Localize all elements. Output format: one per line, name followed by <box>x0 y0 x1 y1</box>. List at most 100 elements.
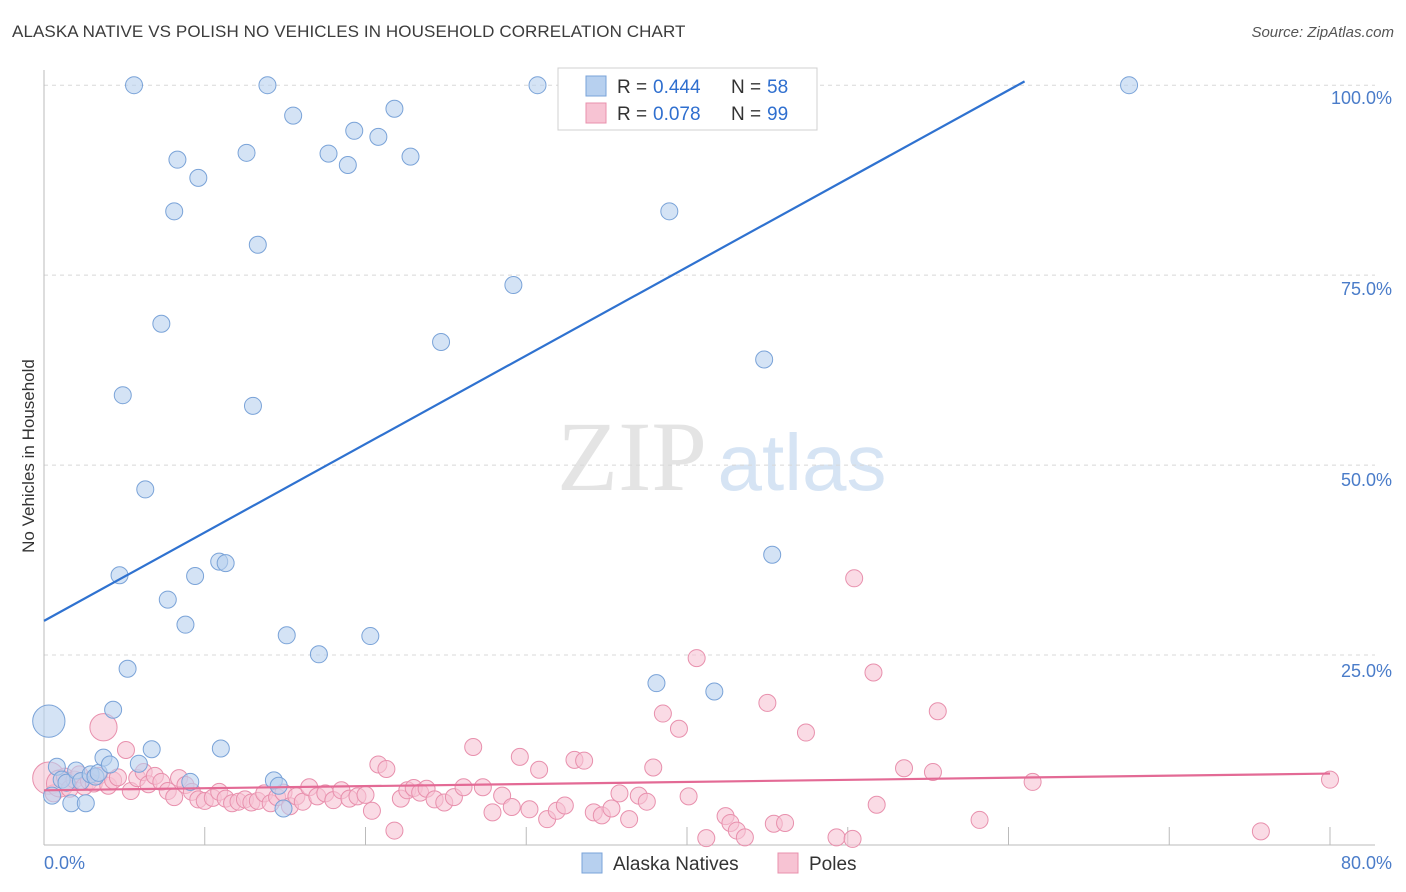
poles-point-85 <box>644 758 663 777</box>
alaska-natives-point-20 <box>136 480 155 499</box>
alaska-natives-point-27 <box>181 772 200 791</box>
alaska-natives-point-21 <box>142 740 161 759</box>
alaska-natives-point-49 <box>401 147 420 166</box>
alaska-natives-point-16 <box>113 386 132 405</box>
alaska-natives-point-34 <box>243 396 262 415</box>
poles-point-66 <box>473 778 492 797</box>
source-credit: Source: ZipAtlas.com <box>1251 24 1394 41</box>
alaska-natives-trend-line <box>43 80 1026 622</box>
poles-point-55 <box>385 821 404 840</box>
poles-points <box>32 569 1339 848</box>
alaska-natives-point-48 <box>385 99 404 118</box>
alaska-natives-point-54 <box>647 674 666 693</box>
watermark-atlas: atlas <box>718 418 887 507</box>
alaska-natives-point-40 <box>277 626 296 645</box>
y-tick-label-75: 75.0% <box>1341 279 1392 299</box>
poles-point-110 <box>1321 770 1339 789</box>
alaska-natives-point-0 <box>32 704 66 738</box>
alaska-natives-point-45 <box>345 121 364 140</box>
alaska-natives-point-52 <box>528 76 547 95</box>
legend-r-value-2: 0.078 <box>653 104 701 125</box>
poles-point-94 <box>735 828 754 847</box>
series-legend: Alaska Natives Poles <box>581 852 857 875</box>
alaska-natives-point-36 <box>258 76 277 95</box>
legend-n-label-2: N = <box>731 104 761 125</box>
poles-point-87 <box>669 719 688 738</box>
alaska-natives-point-19 <box>129 754 148 773</box>
poles-point-88 <box>679 787 698 806</box>
y-axis-title: No Vehicles in Household <box>19 359 38 553</box>
legend-n-value-1: 58 <box>767 77 788 98</box>
legend-r-value-1: 0.444 <box>653 77 701 98</box>
y-tick-labels: 25.0% 50.0% 75.0% 100.0% <box>1331 88 1392 681</box>
y-tick-label-25: 25.0% <box>1341 661 1392 681</box>
alaska-natives-point-29 <box>189 168 208 187</box>
alaska-natives-point-46 <box>361 627 380 646</box>
alaska-natives-points <box>32 76 1139 818</box>
poles-point-65 <box>464 737 483 756</box>
watermark-zip: ZIP <box>557 401 707 512</box>
y-tick-label-50: 50.0% <box>1341 470 1392 490</box>
poles-point-107 <box>970 810 989 829</box>
poles-point-86 <box>653 704 672 723</box>
poles-trend-line <box>43 772 1331 792</box>
y-tick-label-100: 100.0% <box>1331 88 1392 108</box>
series-legend-label-alaska: Alaska Natives <box>613 854 739 875</box>
poles-point-102 <box>864 663 883 682</box>
poles-point-105 <box>923 763 942 782</box>
alaska-natives-point-14 <box>104 700 123 719</box>
poles-point-70 <box>510 747 529 766</box>
alaska-natives-point-41 <box>284 106 303 125</box>
poles-point-81 <box>610 784 629 803</box>
poles-point-104 <box>895 759 914 778</box>
series-legend-swatch-poles <box>777 852 799 874</box>
correlation-legend: R = 0.444 N = 58 R = 0.078 N = 99 <box>557 67 818 131</box>
legend-n-value-2: 99 <box>767 104 788 125</box>
alaska-natives-point-35 <box>248 235 267 254</box>
poles-point-67 <box>483 803 502 822</box>
poles-point-11 <box>89 713 118 742</box>
alaska-natives-point-39 <box>274 799 293 818</box>
alaska-natives-point-57 <box>755 350 774 369</box>
poles-point-75 <box>555 796 574 815</box>
poles-point-108 <box>1023 772 1042 791</box>
poles-point-109 <box>1251 822 1270 841</box>
poles-point-69 <box>502 798 521 817</box>
poles-point-77 <box>575 751 594 770</box>
poles-point-100 <box>843 829 862 848</box>
alaska-natives-point-17 <box>118 659 137 678</box>
legend-swatch-blue <box>585 75 607 97</box>
alaska-natives-point-43 <box>319 144 338 163</box>
alaska-natives-point-55 <box>660 202 679 221</box>
alaska-natives-point-18 <box>125 76 144 95</box>
alaska-natives-point-33 <box>237 143 256 162</box>
legend-n-label-1: N = <box>731 77 761 98</box>
poles-point-72 <box>530 760 549 779</box>
alaska-natives-point-25 <box>168 150 187 169</box>
poles-point-80 <box>602 799 621 818</box>
alaska-natives-point-59 <box>1120 76 1139 95</box>
series-legend-swatch-alaska <box>581 852 603 874</box>
poles-point-97 <box>776 813 795 832</box>
alaska-natives-point-13 <box>100 755 119 774</box>
alaska-natives-point-58 <box>763 545 782 564</box>
poles-point-82 <box>620 810 639 829</box>
alaska-natives-point-44 <box>338 155 357 174</box>
poles-point-51 <box>356 785 375 804</box>
legend-r-label-2: R = <box>617 104 647 125</box>
poles-point-52 <box>362 801 381 820</box>
legend-swatch-pink <box>585 102 607 124</box>
alaska-natives-point-26 <box>176 615 195 634</box>
chart-title: ALASKA NATIVE VS POLISH NO VEHICLES IN H… <box>12 22 686 41</box>
poles-point-106 <box>928 702 947 721</box>
poles-point-89 <box>687 649 706 668</box>
poles-point-95 <box>758 693 777 712</box>
alaska-natives-point-32 <box>216 554 235 573</box>
trend-lines <box>43 80 1331 792</box>
poles-point-99 <box>827 828 846 847</box>
gridlines <box>44 84 1375 656</box>
poles-point-71 <box>520 800 539 819</box>
alaska-natives-point-24 <box>165 202 184 221</box>
alaska-natives-point-8 <box>76 794 95 813</box>
alaska-natives-point-38 <box>269 776 288 795</box>
